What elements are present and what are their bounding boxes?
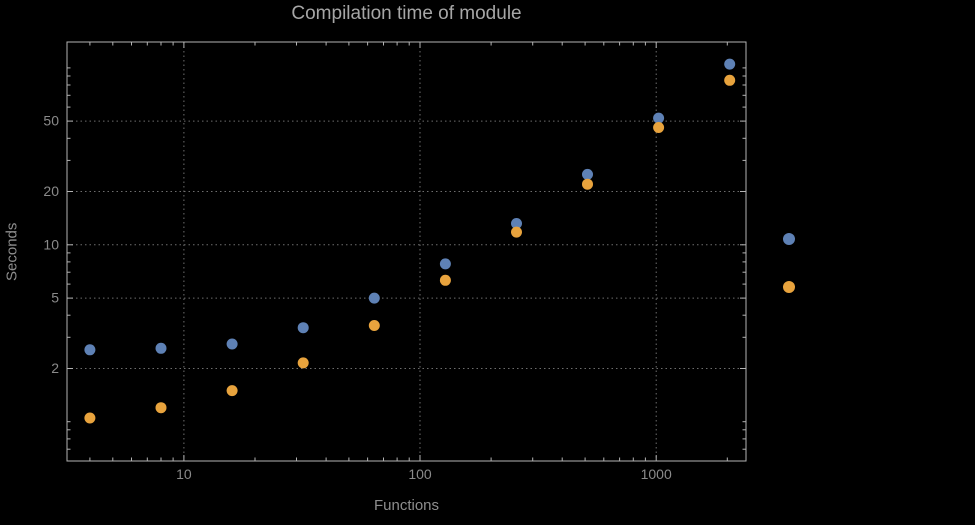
x-tick-label: 100 bbox=[408, 466, 432, 482]
legend-marker-blue-series-marker bbox=[783, 233, 795, 245]
x-axis-label: Functions bbox=[373, 497, 440, 514]
data-point-orange bbox=[368, 320, 380, 331]
data-point-orange bbox=[724, 74, 736, 86]
data-point-orange bbox=[653, 122, 665, 133]
data-point-orange bbox=[511, 226, 522, 238]
data-point-orange bbox=[582, 178, 593, 190]
data-point-orange bbox=[155, 402, 167, 414]
x-tick-label: 1000 bbox=[641, 466, 672, 482]
data-point-orange bbox=[439, 274, 451, 286]
y-tick-label: 50 bbox=[43, 113, 59, 129]
data-point-blue bbox=[511, 218, 522, 229]
data-point-blue bbox=[368, 292, 380, 304]
y-tick-label: 5 bbox=[51, 290, 59, 306]
data-point-blue bbox=[653, 112, 665, 124]
data-point-blue bbox=[439, 258, 451, 270]
chart-title: Compilation time of module bbox=[291, 3, 522, 24]
data-point-blue bbox=[155, 342, 167, 354]
data-point-blue bbox=[582, 168, 593, 180]
data-point-orange bbox=[84, 412, 96, 424]
y-tick-label: 2 bbox=[51, 360, 59, 376]
data-point-blue bbox=[226, 338, 238, 350]
legend-marker-orange-series-marker bbox=[783, 281, 795, 293]
data-point-orange bbox=[297, 357, 309, 369]
data-point-blue bbox=[724, 58, 736, 70]
data-point-blue bbox=[84, 344, 96, 356]
data-point-blue bbox=[297, 322, 309, 334]
y-tick-label: 20 bbox=[43, 183, 59, 199]
x-tick-label: 10 bbox=[176, 466, 192, 482]
y-tick-label: 10 bbox=[43, 236, 59, 252]
plot-frame bbox=[66, 41, 747, 462]
data-point-orange bbox=[226, 385, 238, 397]
